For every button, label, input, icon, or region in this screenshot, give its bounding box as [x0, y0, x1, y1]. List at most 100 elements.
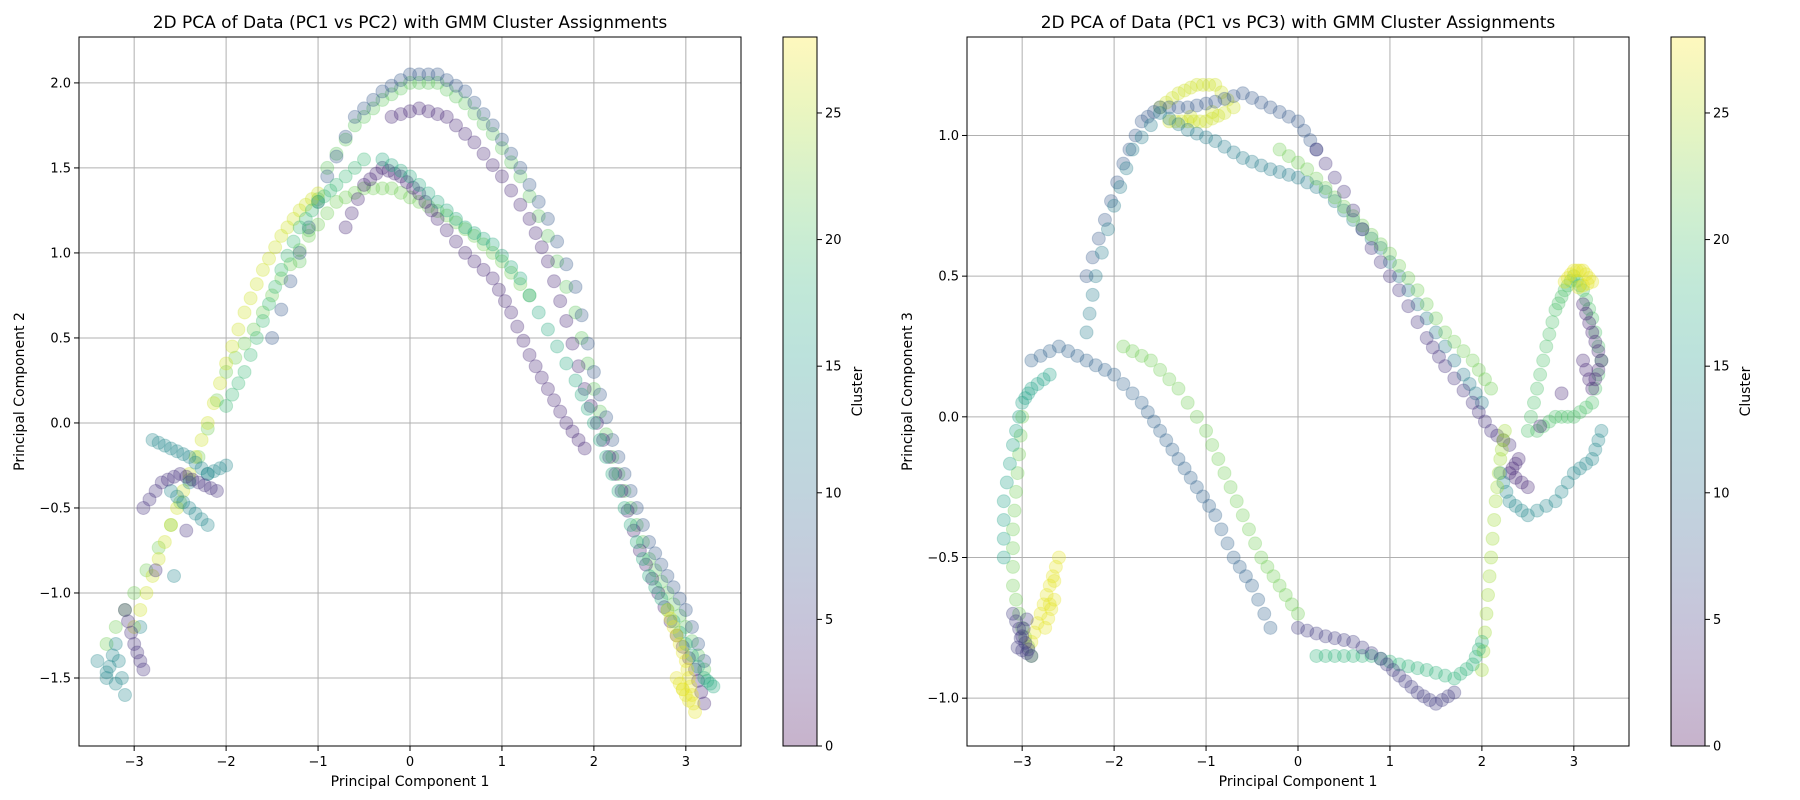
scatter-point — [139, 585, 154, 600]
scatter-point — [996, 512, 1011, 527]
scatter-point — [304, 192, 319, 207]
scatter-point — [1024, 648, 1039, 663]
scatter-point — [666, 580, 681, 595]
scatter-point — [421, 67, 436, 82]
scatter-point — [157, 438, 172, 453]
scatter-point — [403, 67, 417, 82]
scatter-point — [1588, 442, 1603, 457]
scatter-point — [580, 356, 595, 371]
scatter-point — [412, 194, 427, 209]
y-tick-label: 1.0 — [938, 129, 959, 144]
scatter-point — [1171, 117, 1186, 132]
scatter-point — [1539, 339, 1554, 354]
colorbar-tick-label: 5 — [1713, 613, 1721, 628]
scatter-point — [458, 126, 473, 141]
scatter-point — [574, 330, 589, 345]
scatter-point — [1392, 668, 1407, 683]
scatter-point — [1364, 648, 1379, 663]
scatter-point — [1505, 461, 1520, 476]
scatter-point — [1005, 437, 1020, 452]
scatter-point — [1223, 480, 1238, 495]
scatter-point — [1482, 569, 1497, 584]
scatter-point — [1226, 89, 1241, 104]
scatter-point — [1566, 409, 1581, 424]
scatter-point — [1416, 689, 1431, 704]
scatter-point — [1291, 155, 1305, 170]
scatter-point — [1585, 381, 1600, 396]
scatter-point — [1005, 541, 1020, 556]
scatter-point — [194, 432, 209, 447]
scatter-point — [586, 364, 601, 379]
scatter-point — [654, 574, 669, 589]
scatter-point — [1419, 663, 1434, 678]
scatter-point — [1085, 250, 1100, 265]
scatter-point — [1582, 372, 1597, 387]
scatter-point — [663, 611, 678, 626]
scatter-point — [1291, 114, 1305, 129]
scatter-point — [439, 82, 454, 97]
scatter-point — [1373, 651, 1388, 666]
scatter-point — [1199, 423, 1214, 438]
scatter-point — [1456, 344, 1471, 359]
scatter-point — [1291, 170, 1305, 185]
scatter-point — [301, 228, 316, 243]
scatter-point — [513, 169, 528, 184]
scatter-point — [1015, 620, 1030, 635]
scatter-point — [1195, 77, 1210, 92]
scatter-point — [448, 211, 463, 226]
scatter-point — [1042, 578, 1057, 593]
scatter-point — [384, 181, 399, 196]
scatter-point — [1585, 395, 1600, 410]
colorbar-tick-label: 20 — [1713, 233, 1730, 248]
scatter-point — [1015, 643, 1030, 658]
scatter-point — [1542, 327, 1557, 342]
scatter-point — [669, 628, 684, 643]
scatter-point — [1571, 280, 1586, 295]
scatter-point — [212, 376, 227, 391]
scatter-point — [1153, 100, 1168, 115]
scatter-point — [286, 234, 301, 249]
scatter-point — [1576, 283, 1591, 298]
scatter-point — [648, 563, 663, 578]
scatter-point — [1355, 222, 1370, 237]
scatter-point — [268, 240, 283, 255]
scatter-point — [301, 220, 316, 235]
scatter-point — [1456, 367, 1471, 382]
scatter-point — [1496, 433, 1511, 448]
scatter-point — [599, 410, 614, 425]
scatter-point — [1572, 461, 1587, 476]
scatter-point — [320, 160, 335, 175]
scatter-point — [393, 185, 408, 200]
scatter-point — [1245, 578, 1260, 593]
scatter-point — [1318, 156, 1333, 171]
scatter-point — [1447, 685, 1462, 700]
x-tick-label: 3 — [1570, 755, 1578, 770]
scatter-point — [439, 223, 454, 238]
scatter-point — [209, 393, 224, 408]
scatter-point — [448, 89, 463, 104]
scatter-point — [1392, 269, 1407, 284]
scatter-point — [476, 231, 491, 246]
scatter-point — [127, 636, 142, 651]
scatter-point — [206, 396, 221, 411]
scatter-point — [635, 534, 650, 549]
scatter-point — [393, 163, 408, 178]
scatter-point — [697, 662, 712, 677]
scatter-point — [1476, 644, 1491, 659]
scatter-point — [1229, 494, 1244, 509]
scatter-point — [510, 319, 525, 334]
scatter-point — [102, 659, 117, 674]
scatter-point — [265, 330, 280, 345]
colorbar-tick-label: 10 — [825, 486, 842, 501]
scatter-point — [1140, 405, 1155, 420]
scatter-point — [1508, 456, 1523, 471]
scatter-point — [1554, 409, 1569, 424]
scatter-point — [1300, 162, 1315, 177]
scatter-point — [1318, 648, 1333, 663]
scatter-point — [366, 92, 381, 107]
scatter-point — [577, 381, 592, 396]
scatter-point — [1024, 648, 1039, 663]
scatter-point — [200, 415, 215, 430]
scatter-point — [638, 557, 653, 572]
colorbar-tick-label: 20 — [825, 233, 842, 248]
